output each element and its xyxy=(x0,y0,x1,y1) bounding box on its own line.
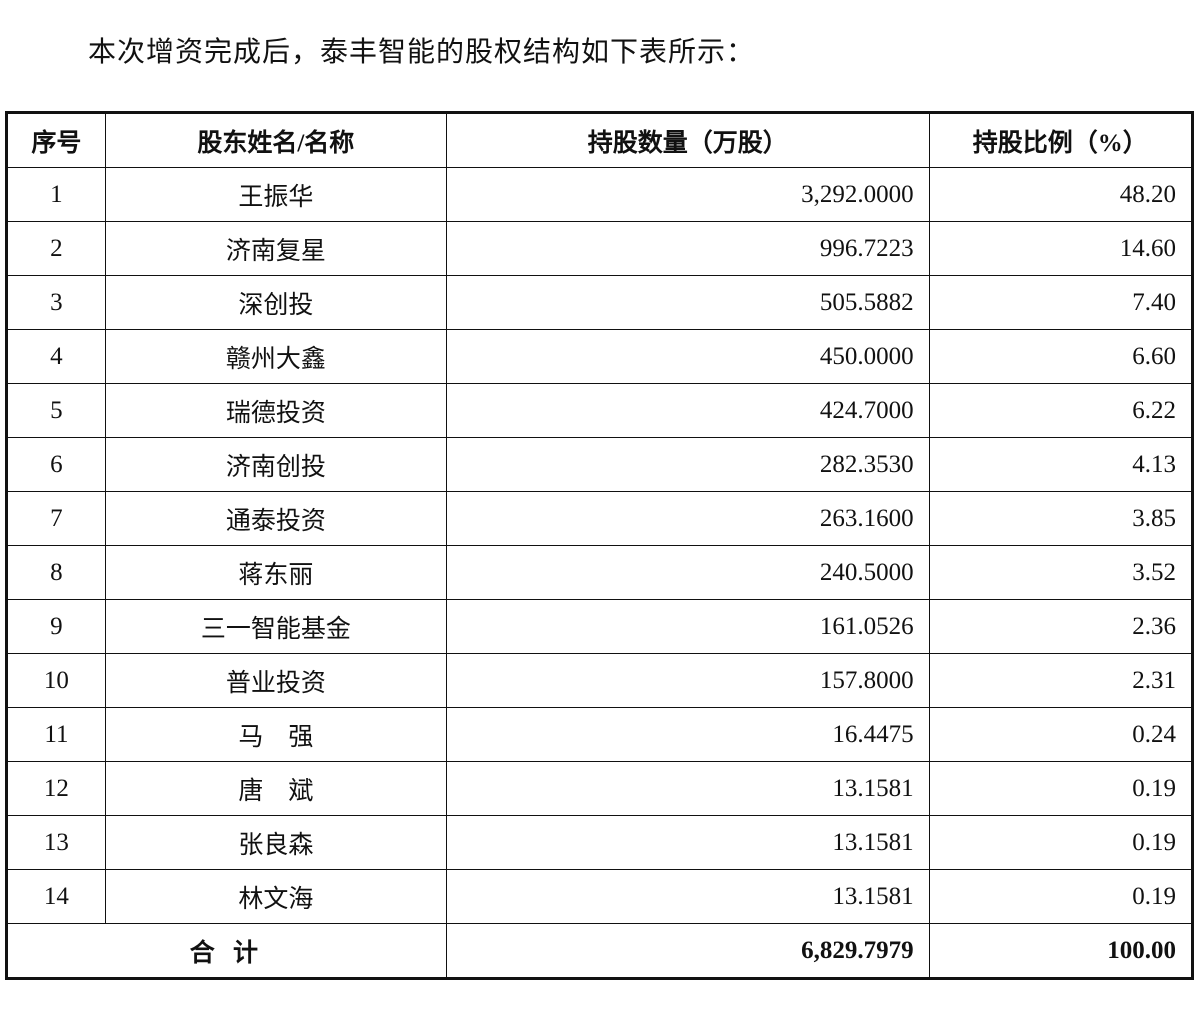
table-cell: 9 xyxy=(6,599,106,654)
table-row: 7 通泰投资 263.1600 3.85 xyxy=(6,491,1194,546)
table-cell: 深创投 xyxy=(104,275,447,330)
table-cell: 唐 斌 xyxy=(104,761,447,816)
table-cell: 王振华 xyxy=(104,167,447,222)
table-cell: 5 xyxy=(6,383,106,438)
table-cell: 3,292.0000 xyxy=(445,167,930,222)
table-cell: 通泰投资 xyxy=(104,491,447,546)
table-cell: 263.1600 xyxy=(445,491,930,546)
table-cell: 12 xyxy=(6,761,106,816)
table-cell: 1 xyxy=(6,167,106,222)
table-cell: 450.0000 xyxy=(445,329,930,384)
table-cell: 7.40 xyxy=(928,275,1194,330)
table-cell: 6 xyxy=(6,437,106,492)
table-cell: 48.20 xyxy=(928,167,1194,222)
table-body: 1 王振华 3,292.0000 48.20 2 济南复星 996.7223 14.60 3 深创… xyxy=(6,167,1194,979)
table-cell: 14 xyxy=(6,869,106,924)
table-row: 3 深创投 505.5882 7.40 xyxy=(6,275,1194,330)
table-cell: 10 xyxy=(6,653,106,708)
table-cell: 240.5000 xyxy=(445,545,930,600)
table-cell: 16.4475 xyxy=(445,707,930,762)
table-cell: 2.31 xyxy=(928,653,1194,708)
table-cell: 996.7223 xyxy=(445,221,930,276)
table-cell: 14.60 xyxy=(928,221,1194,276)
table-cell: 3.85 xyxy=(928,491,1194,546)
table-cell: 4 xyxy=(6,329,106,384)
table-cell: 0.24 xyxy=(928,707,1194,762)
table-cell: 424.7000 xyxy=(445,383,930,438)
table-cell: 三一智能基金 xyxy=(104,599,447,654)
table-row: 11 马 强 16.4475 0.24 xyxy=(6,707,1194,762)
table-cell: 6.22 xyxy=(928,383,1194,438)
table-row: 12 唐 斌 13.1581 0.19 xyxy=(6,761,1194,816)
table-row: 9 三一智能基金 161.0526 2.36 xyxy=(6,599,1194,654)
table-cell: 0.19 xyxy=(928,869,1194,924)
table-cell: 张良森 xyxy=(104,815,447,870)
table-row: 6 济南创投 282.3530 4.13 xyxy=(6,437,1194,492)
table-cell: 3.52 xyxy=(928,545,1194,600)
table-cell: 林文海 xyxy=(104,869,447,924)
table-row: 14 林文海 13.1581 0.19 xyxy=(6,869,1194,924)
table-cell: 普业投资 xyxy=(104,653,447,708)
table-cell: 11 xyxy=(6,707,106,762)
table-cell: 157.8000 xyxy=(445,653,930,708)
table-cell: 瑞德投资 xyxy=(104,383,447,438)
table-cell: 13 xyxy=(6,815,106,870)
table-cell: 济南复星 xyxy=(104,221,447,276)
table-cell: 13.1581 xyxy=(445,869,930,924)
table-row: 5 瑞德投资 424.7000 6.22 xyxy=(6,383,1194,438)
total-cell: 6,829.7979 xyxy=(445,923,930,979)
table-cell: 161.0526 xyxy=(445,599,930,654)
table-cell: 0.19 xyxy=(928,761,1194,816)
table-cell: 4.13 xyxy=(928,437,1194,492)
table-cell: 马 强 xyxy=(104,707,447,762)
header-cell: 持股数量（万股） xyxy=(445,112,930,168)
table-cell: 蒋东丽 xyxy=(104,545,447,600)
table-cell: 13.1581 xyxy=(445,761,930,816)
header-cell: 股东姓名/名称 xyxy=(104,112,447,168)
equity-table: 序号 股东姓名/名称 持股数量（万股） 持股比例（%） 1 王振华 3,292.0000 4… xyxy=(5,111,1194,980)
table-cell: 6.60 xyxy=(928,329,1194,384)
total-label: 合 计 xyxy=(6,923,447,979)
total-row: 合 计 6,829.7979 100.00 xyxy=(6,923,1194,979)
table-row: 1 王振华 3,292.0000 48.20 xyxy=(6,167,1194,222)
table-cell: 赣州大鑫 xyxy=(104,329,447,384)
table-cell: 8 xyxy=(6,545,106,600)
table-cell: 3 xyxy=(6,275,106,330)
table-cell: 505.5882 xyxy=(445,275,930,330)
header-cell: 持股比例（%） xyxy=(928,112,1194,168)
table-cell: 0.19 xyxy=(928,815,1194,870)
header-cell: 序号 xyxy=(6,112,106,168)
table-row: 10 普业投资 157.8000 2.31 xyxy=(6,653,1194,708)
table-cell: 282.3530 xyxy=(445,437,930,492)
table-cell: 2.36 xyxy=(928,599,1194,654)
table-row: 13 张良森 13.1581 0.19 xyxy=(6,815,1194,870)
table-row: 4 赣州大鑫 450.0000 6.60 xyxy=(6,329,1194,384)
table-cell: 2 xyxy=(6,221,106,276)
total-cell: 100.00 xyxy=(928,923,1194,979)
table-row: 8 蒋东丽 240.5000 3.52 xyxy=(6,545,1194,600)
intro-text: 本次增资完成后，泰丰智能的股权结构如下表所示： xyxy=(88,37,756,68)
table-row: 2 济南复星 996.7223 14.60 xyxy=(6,221,1194,276)
header-row: 序号 股东姓名/名称 持股数量（万股） 持股比例（%） xyxy=(6,112,1194,168)
table-cell: 13.1581 xyxy=(445,815,930,870)
table-cell: 济南创投 xyxy=(104,437,447,492)
table-cell: 7 xyxy=(6,491,106,546)
